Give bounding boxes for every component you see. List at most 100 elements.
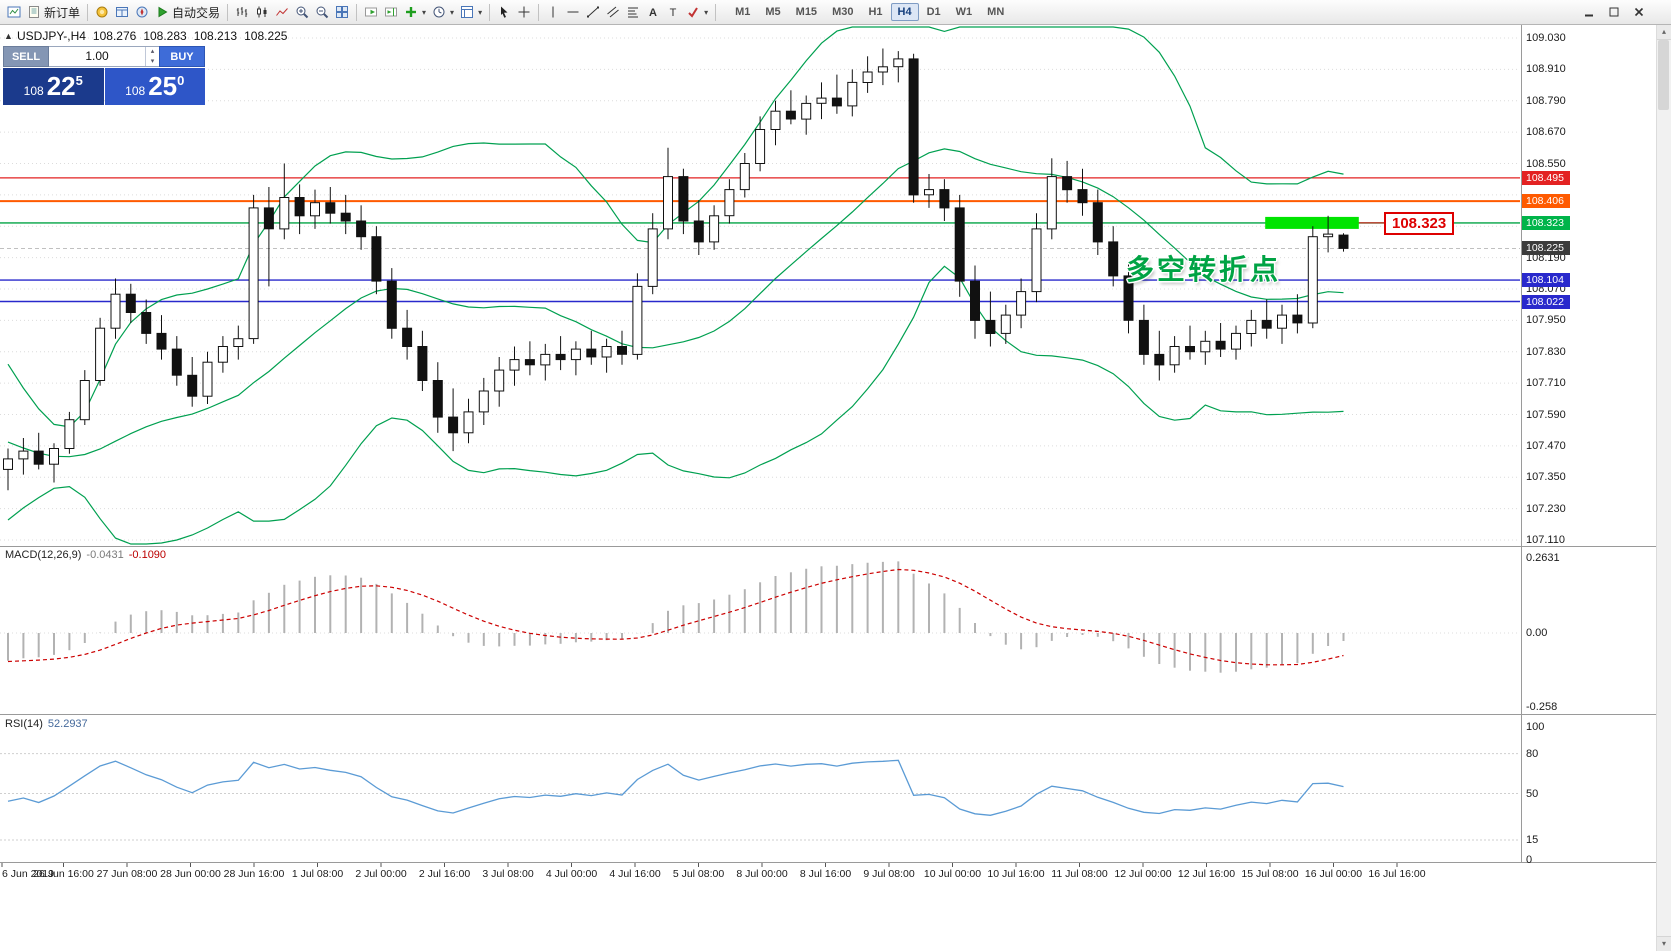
minimize-icon: [1582, 5, 1596, 19]
volume-value[interactable]: 1.00: [85, 49, 109, 63]
ohlc-close: 108.225: [244, 29, 288, 43]
new-order-button[interactable]: 新订单: [24, 2, 83, 23]
macd-histogram: [7, 561, 1345, 673]
timeframe-mn-button[interactable]: MN: [987, 6, 1005, 18]
timeframe-w1-button[interactable]: W1: [955, 6, 973, 18]
sell-price-button[interactable]: 108 22 5: [3, 68, 104, 105]
new-order-icon: [27, 5, 41, 19]
window-minimize-button[interactable]: [1579, 2, 1599, 23]
navigator-button[interactable]: [132, 2, 152, 23]
bar-chart-button[interactable]: [232, 2, 252, 23]
periods-button[interactable]: ▾: [429, 2, 457, 23]
label-button[interactable]: T: [663, 2, 683, 23]
vertical-line-button[interactable]: [543, 2, 563, 23]
timeframe-h4-button[interactable]: H4: [890, 3, 919, 21]
timeframe-m1-button[interactable]: M1: [735, 6, 751, 18]
market-watch-icon: [95, 5, 109, 19]
text-icon: A: [646, 5, 660, 19]
price-callout-label[interactable]: 108.323: [1384, 211, 1455, 235]
close-icon: [1632, 5, 1646, 19]
crosshair-icon: [517, 5, 531, 19]
horizontal-line-button[interactable]: [563, 2, 583, 23]
scroll-thumb[interactable]: [1658, 40, 1669, 110]
candlestick-series: [3, 48, 1349, 491]
bar-chart-icon: [235, 5, 249, 19]
chart-window-button[interactable]: [4, 2, 24, 23]
volume-up-icon[interactable]: ▴: [150, 48, 155, 55]
timeframe-m15-button[interactable]: M15: [795, 6, 818, 18]
arrows-button[interactable]: ▾: [683, 2, 711, 23]
svg-text:T: T: [670, 7, 677, 19]
chart-shift-button[interactable]: [381, 2, 401, 23]
chevron-down-icon: ▾: [478, 7, 483, 17]
line-chart-button[interactable]: [272, 2, 292, 23]
toolbar-separator: [489, 3, 491, 21]
window-maximize-button[interactable]: [1604, 2, 1624, 23]
chevron-down-icon: ▾: [422, 7, 427, 17]
hline-icon: [566, 5, 580, 19]
data-window-icon: [115, 5, 129, 19]
indicators-icon: [404, 5, 418, 19]
chevron-down-icon: ▾: [704, 7, 709, 17]
candles-icon: [255, 5, 269, 19]
candlestick-chart-button[interactable]: [252, 2, 272, 23]
macd-pane-label: MACD(12,26,9) -0.0431 -0.1090: [5, 549, 166, 561]
zoom-in-icon: [295, 5, 309, 19]
templates-icon: [460, 5, 474, 19]
vline-icon: [546, 5, 560, 19]
channel-button[interactable]: [603, 2, 623, 23]
tile-windows-button[interactable]: [332, 2, 352, 23]
navigator-icon: [135, 5, 149, 19]
text-button[interactable]: A: [643, 2, 663, 23]
buy-price-button[interactable]: 108 25 0: [104, 68, 205, 105]
sell-button[interactable]: SELL: [3, 46, 49, 67]
new-order-button-label: 新订单: [44, 5, 81, 20]
annotation-text[interactable]: 多空转折点: [1126, 254, 1282, 285]
ohlc-open: 108.276: [92, 29, 137, 43]
volume-field[interactable]: 1.00 ▴ ▾: [49, 46, 159, 67]
fibonacci-button[interactable]: [623, 2, 643, 23]
trendline-button[interactable]: [583, 2, 603, 23]
buy-price-prefix: 108: [125, 83, 146, 98]
periods-icon: [432, 5, 446, 19]
indicators-button[interactable]: ▾: [401, 2, 429, 23]
timeframe-h1-button[interactable]: H1: [868, 6, 883, 18]
cursor-icon: [497, 5, 511, 19]
market-watch-button[interactable]: [92, 2, 112, 23]
app-icon: [7, 5, 21, 19]
autotrading-button-label: 自动交易: [172, 5, 221, 20]
templates-button[interactable]: ▾: [457, 2, 485, 23]
buy-button[interactable]: BUY: [159, 46, 205, 67]
toolbar-separator: [538, 3, 540, 21]
timeframe-d1-button[interactable]: D1: [926, 6, 941, 18]
sell-price-sup: 5: [75, 73, 83, 88]
macd-name: MACD(12,26,9): [5, 549, 82, 561]
rsi-pane-label: RSI(14) 52.2937: [5, 718, 88, 730]
zoom-out-button[interactable]: [312, 2, 332, 23]
one-click-collapse-icon[interactable]: ▲: [4, 31, 13, 41]
zoom-in-button[interactable]: [292, 2, 312, 23]
ohlc-high: 108.283: [143, 29, 187, 43]
channel-icon: [606, 5, 620, 19]
volume-down-icon[interactable]: ▾: [150, 57, 155, 65]
macd-value-main: -0.0431: [86, 549, 124, 561]
data-window-button[interactable]: [112, 2, 132, 23]
macd-value-signal: -0.1090: [128, 549, 167, 561]
cursor-button[interactable]: [494, 2, 514, 23]
timeframe-m5-button[interactable]: M5: [765, 6, 781, 18]
auto-scroll-button[interactable]: [361, 2, 381, 23]
volume-stepper[interactable]: ▴ ▾: [145, 47, 159, 66]
chart-symbol-title: USDJPY-,H4: [17, 29, 86, 43]
highlight-rectangle[interactable]: [1265, 216, 1359, 229]
scroll-up-icon[interactable]: ▴: [1657, 25, 1671, 40]
timeframe-m30-button[interactable]: M30: [832, 6, 854, 18]
sell-price-main: 22: [46, 71, 76, 101]
vertical-scrollbar[interactable]: ▴ ▾: [1656, 25, 1671, 951]
autotrading-button[interactable]: 自动交易: [152, 2, 223, 23]
toolbar-separator: [227, 3, 229, 21]
scroll-down-icon[interactable]: ▾: [1657, 936, 1671, 951]
crosshair-button[interactable]: [514, 2, 534, 23]
window-close-button[interactable]: [1629, 2, 1649, 23]
